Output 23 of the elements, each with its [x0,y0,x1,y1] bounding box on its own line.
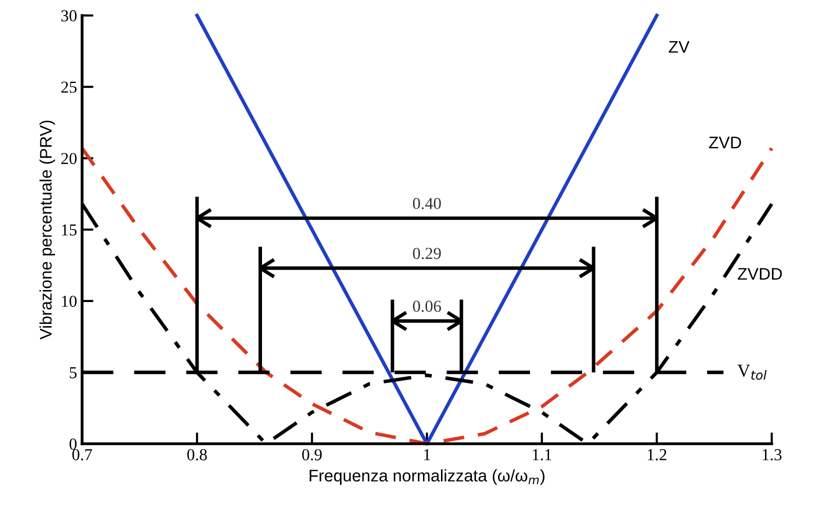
y-tick-label: 25 [61,82,77,93]
x-tick-label: 1.1 [532,449,552,460]
x-tick-label: 1 [424,449,430,460]
annotation: 0.29 [412,248,441,260]
ref-line-label: V$_{tol}$ [737,364,767,380]
series-label: ZVD [709,136,742,148]
y-tick-label: 10 [62,296,77,307]
y-tick-label: 15 [62,224,77,236]
x-tick-label: 1.3 [762,449,782,460]
y-tick-label: 20 [61,152,77,164]
series-label: ZVDD [738,268,782,280]
y-tick-label: 0 [70,438,77,450]
annotation: 0.40 [412,198,441,210]
x-tick-label: 0.8 [187,449,207,460]
annotation: 0.06 [412,300,442,312]
x-tick-label: 0.7 [72,449,92,460]
y-axis-title: Vibrazione percentuale (PRV) [39,120,56,340]
series-label: ZV [668,41,690,53]
y-tick-label: 5 [70,367,77,378]
x-tick-label: 0.9 [302,449,322,460]
x-axis-title: Frequenza normalizzata (ω/ω$_{m}$) [310,469,544,485]
x-tick-label: 1.2 [648,449,666,460]
y-tick-label: 30 [61,10,77,22]
